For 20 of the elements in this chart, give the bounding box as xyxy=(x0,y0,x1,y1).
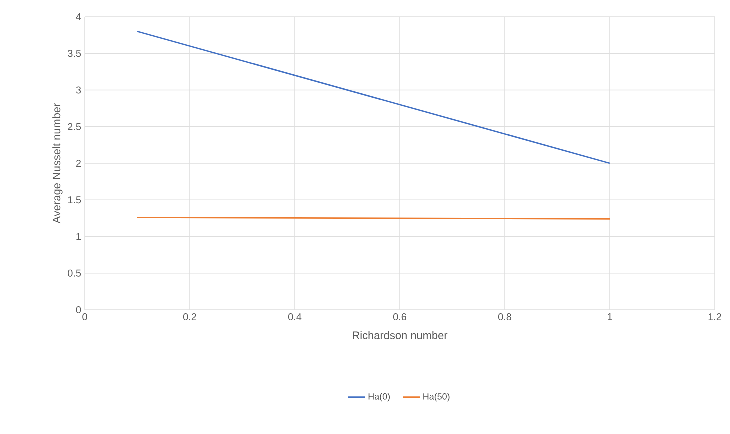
legend-label: Ha(0) xyxy=(368,393,390,402)
x-tick-label: 0.8 xyxy=(498,314,512,321)
y-axis-title: Average Nusselt number xyxy=(52,103,63,224)
y-tick-label: 2.5 xyxy=(68,123,82,130)
x-tick-label: 0.2 xyxy=(183,314,196,321)
x-tick-label: 0.6 xyxy=(393,314,407,321)
y-tick-label: 4 xyxy=(76,14,82,20)
legend-label: Ha(50) xyxy=(424,393,450,402)
y-tick-label: 2 xyxy=(76,160,81,167)
x-tick-label: 0 xyxy=(82,314,88,321)
x-axis-title: Richardson number xyxy=(353,331,448,340)
y-tick-label: 0 xyxy=(76,306,82,314)
y-tick-label: 3 xyxy=(76,86,82,94)
x-tick-label: 0.4 xyxy=(288,314,302,321)
x-tick-label: 1 xyxy=(608,314,612,320)
y-tick-label: 3.5 xyxy=(68,50,82,58)
y-tick-label: 1 xyxy=(76,233,82,240)
y-tick-label: 1.5 xyxy=(68,196,82,204)
x-tick-label: 1.2 xyxy=(708,314,722,320)
y-tick-label: 0.5 xyxy=(68,270,82,277)
